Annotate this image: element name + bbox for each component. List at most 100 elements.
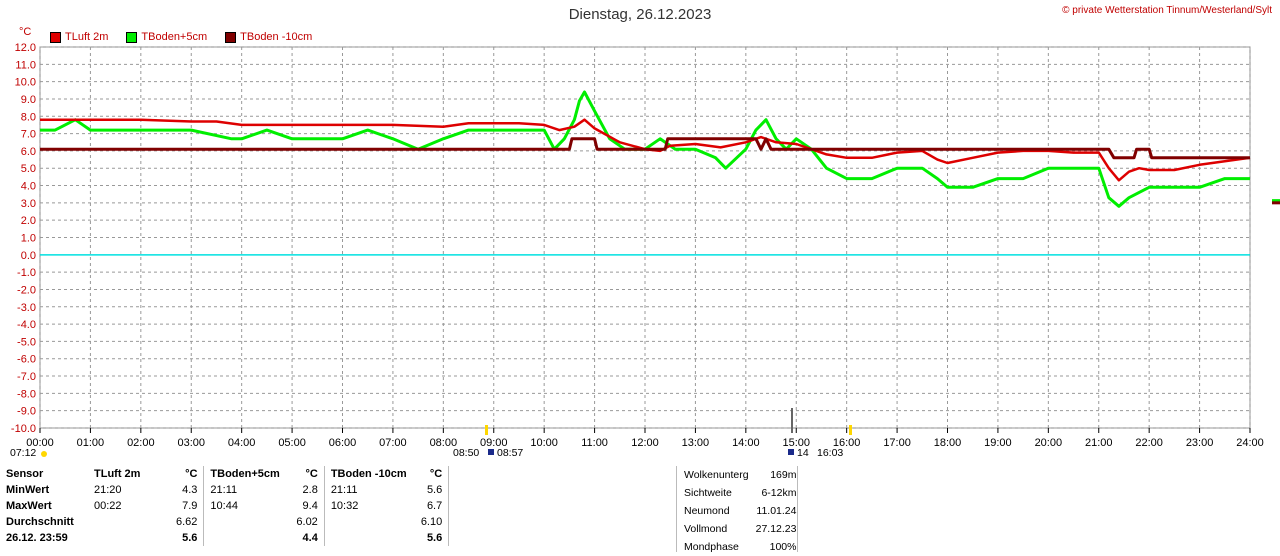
stats-value: 9.4 <box>285 498 325 514</box>
y-tick-label: 1.0 <box>21 233 36 245</box>
y-tick-label: -2.0 <box>17 284 36 296</box>
stats-header-tboden10: TBoden -10cm <box>330 468 407 480</box>
chart-title: Dienstag, 26.12.2023 <box>568 6 712 23</box>
y-tick-label: -9.0 <box>17 406 36 418</box>
astro-key: Mondphase <box>684 541 739 553</box>
x-tick-label: 06:00 <box>329 437 357 449</box>
copyright-text: © private Wetterstation Tinnum/Westerlan… <box>1062 5 1272 16</box>
x-tick-label: 10:00 <box>530 437 558 449</box>
x-tick-label: 13:00 <box>682 437 710 449</box>
stats-value: 5.6 <box>170 530 205 546</box>
y-tick-label: 11.0 <box>15 59 36 71</box>
y-tick-label: 4.0 <box>21 181 36 193</box>
x-tick-label: 04:00 <box>228 437 256 449</box>
legend-label: TBoden -10cm <box>240 31 313 43</box>
y-tick-label: 3.0 <box>21 198 36 210</box>
legend-swatch-darkred-icon <box>225 31 237 43</box>
stats-row-max: MaxWert 00:22 7.9 10:44 9.4 10:32 6.7 <box>0 498 450 514</box>
x-tick-label: 07:00 <box>379 437 407 449</box>
y-tick-label: -5.0 <box>17 336 36 348</box>
stats-value: 2.8 <box>285 482 325 498</box>
stats-row-label: MaxWert <box>6 500 52 512</box>
stats-value: 5.6 <box>414 530 450 546</box>
y-tick-label: 12.0 <box>15 42 36 54</box>
x-tick-label: 05:00 <box>278 437 306 449</box>
astro-row: Mondphase 100% <box>683 538 797 556</box>
stats-time: 21:20 <box>94 484 122 496</box>
astro-row: Sichtweite 6-12km <box>683 484 797 502</box>
astro-key: Neumond <box>684 505 730 517</box>
stats-value: 6.7 <box>414 498 450 514</box>
statistics-panel: Sensor TLuft 2m °C TBoden+5cm °C TBoden … <box>0 466 1280 552</box>
moon-marker-icon <box>488 449 494 455</box>
y-tick-label: 7.0 <box>21 129 36 141</box>
stats-time: 00:22 <box>94 500 122 512</box>
y-tick-label: 9.0 <box>21 94 36 106</box>
stats-value: 5.6 <box>414 482 450 498</box>
y-tick-label: -8.0 <box>17 388 36 400</box>
stats-time <box>324 514 415 530</box>
series-line-1 <box>40 90 1250 208</box>
y-tick-label: -6.0 <box>17 354 36 366</box>
moon-marker-icon <box>788 449 794 455</box>
x-tick-label: 01:00 <box>77 437 105 449</box>
sun-marker-icon <box>849 425 852 435</box>
x-tick-label: 17:00 <box>883 437 911 449</box>
x-tick-label: 09:00 <box>480 437 508 449</box>
stats-value: 4.4 <box>285 530 325 546</box>
y-tick-label: -7.0 <box>17 371 36 383</box>
stats-time <box>204 530 286 546</box>
stats-value: 6.10 <box>414 514 450 530</box>
astro-value: 6-12km <box>761 487 797 499</box>
x-tick-label: 00:00 <box>26 437 54 449</box>
stats-time: 10:32 <box>330 500 359 512</box>
x-tick-label: 08:00 <box>430 437 458 449</box>
chart-legend: TLuft 2m TBoden+5cm TBoden -10cm <box>50 31 312 43</box>
moon-time-right: 16:03 <box>817 447 844 459</box>
stats-value: 4.3 <box>170 482 205 498</box>
x-tick-label: 18:00 <box>934 437 962 449</box>
y-tick-label: 5.0 <box>21 163 36 175</box>
stats-row-current: 26.12. 23:59 5.6 4.4 5.6 <box>0 530 450 546</box>
stats-value: 6.62 <box>170 514 205 530</box>
stats-row-label: MinWert <box>6 484 50 496</box>
x-tick-label: 16:00 <box>833 437 861 449</box>
x-tick-label: 03:00 <box>177 437 205 449</box>
x-tick-label: 21:00 <box>1085 437 1113 449</box>
noon-time-right: 08:57 <box>497 447 524 459</box>
y-tick-label: 10.0 <box>15 77 36 89</box>
y-tick-label: 0.0 <box>21 250 36 262</box>
noon-time-left: 08:50 <box>453 447 480 459</box>
stats-time: 21:11 <box>210 484 238 496</box>
stats-header-tboden5: TBoden+5cm <box>210 468 280 480</box>
stats-header-sensor: Sensor <box>6 468 44 480</box>
x-tick-label: 23:00 <box>1186 437 1214 449</box>
x-tick-label: 12:00 <box>631 437 659 449</box>
stats-row-avg: Durchschnitt 6.62 6.02 6.10 <box>0 514 450 530</box>
x-tick-label: 15:00 <box>782 437 810 449</box>
x-tick-label: 24:00 <box>1236 437 1264 449</box>
astro-panel: Wolkenunterg 169m Sichtweite 6-12km Neumon… <box>676 466 798 553</box>
stats-row-label: Durchschnitt <box>6 516 74 528</box>
y-tick-label: -10.0 <box>11 423 36 435</box>
y-unit-label: °C <box>19 26 32 38</box>
x-tick-label: 11:00 <box>581 437 608 449</box>
stats-time: 21:11 <box>330 484 358 496</box>
x-tick-label: 19:00 <box>984 437 1012 449</box>
stats-header-unit: °C <box>285 466 325 482</box>
y-tick-label: -3.0 <box>17 302 36 314</box>
astro-key: Wolkenunterg <box>684 469 749 481</box>
sun-marker-icon <box>485 425 488 435</box>
legend-label: TBoden+5cm <box>141 31 208 43</box>
y-tick-label: -4.0 <box>17 319 36 331</box>
astro-row: Neumond 11.01.24 <box>683 502 797 520</box>
x-tick-label: 02:00 <box>127 437 155 449</box>
astro-value: 100% <box>769 541 797 553</box>
legend-label: TLuft 2m <box>65 31 109 43</box>
sunrise-time: 07:12 <box>10 447 37 459</box>
stats-time <box>204 514 286 530</box>
astro-table: Wolkenunterg 169m Sichtweite 6-12km Neumon… <box>683 466 797 556</box>
x-tick-label: 20:00 <box>1035 437 1063 449</box>
stats-header-unit: °C <box>414 466 450 482</box>
